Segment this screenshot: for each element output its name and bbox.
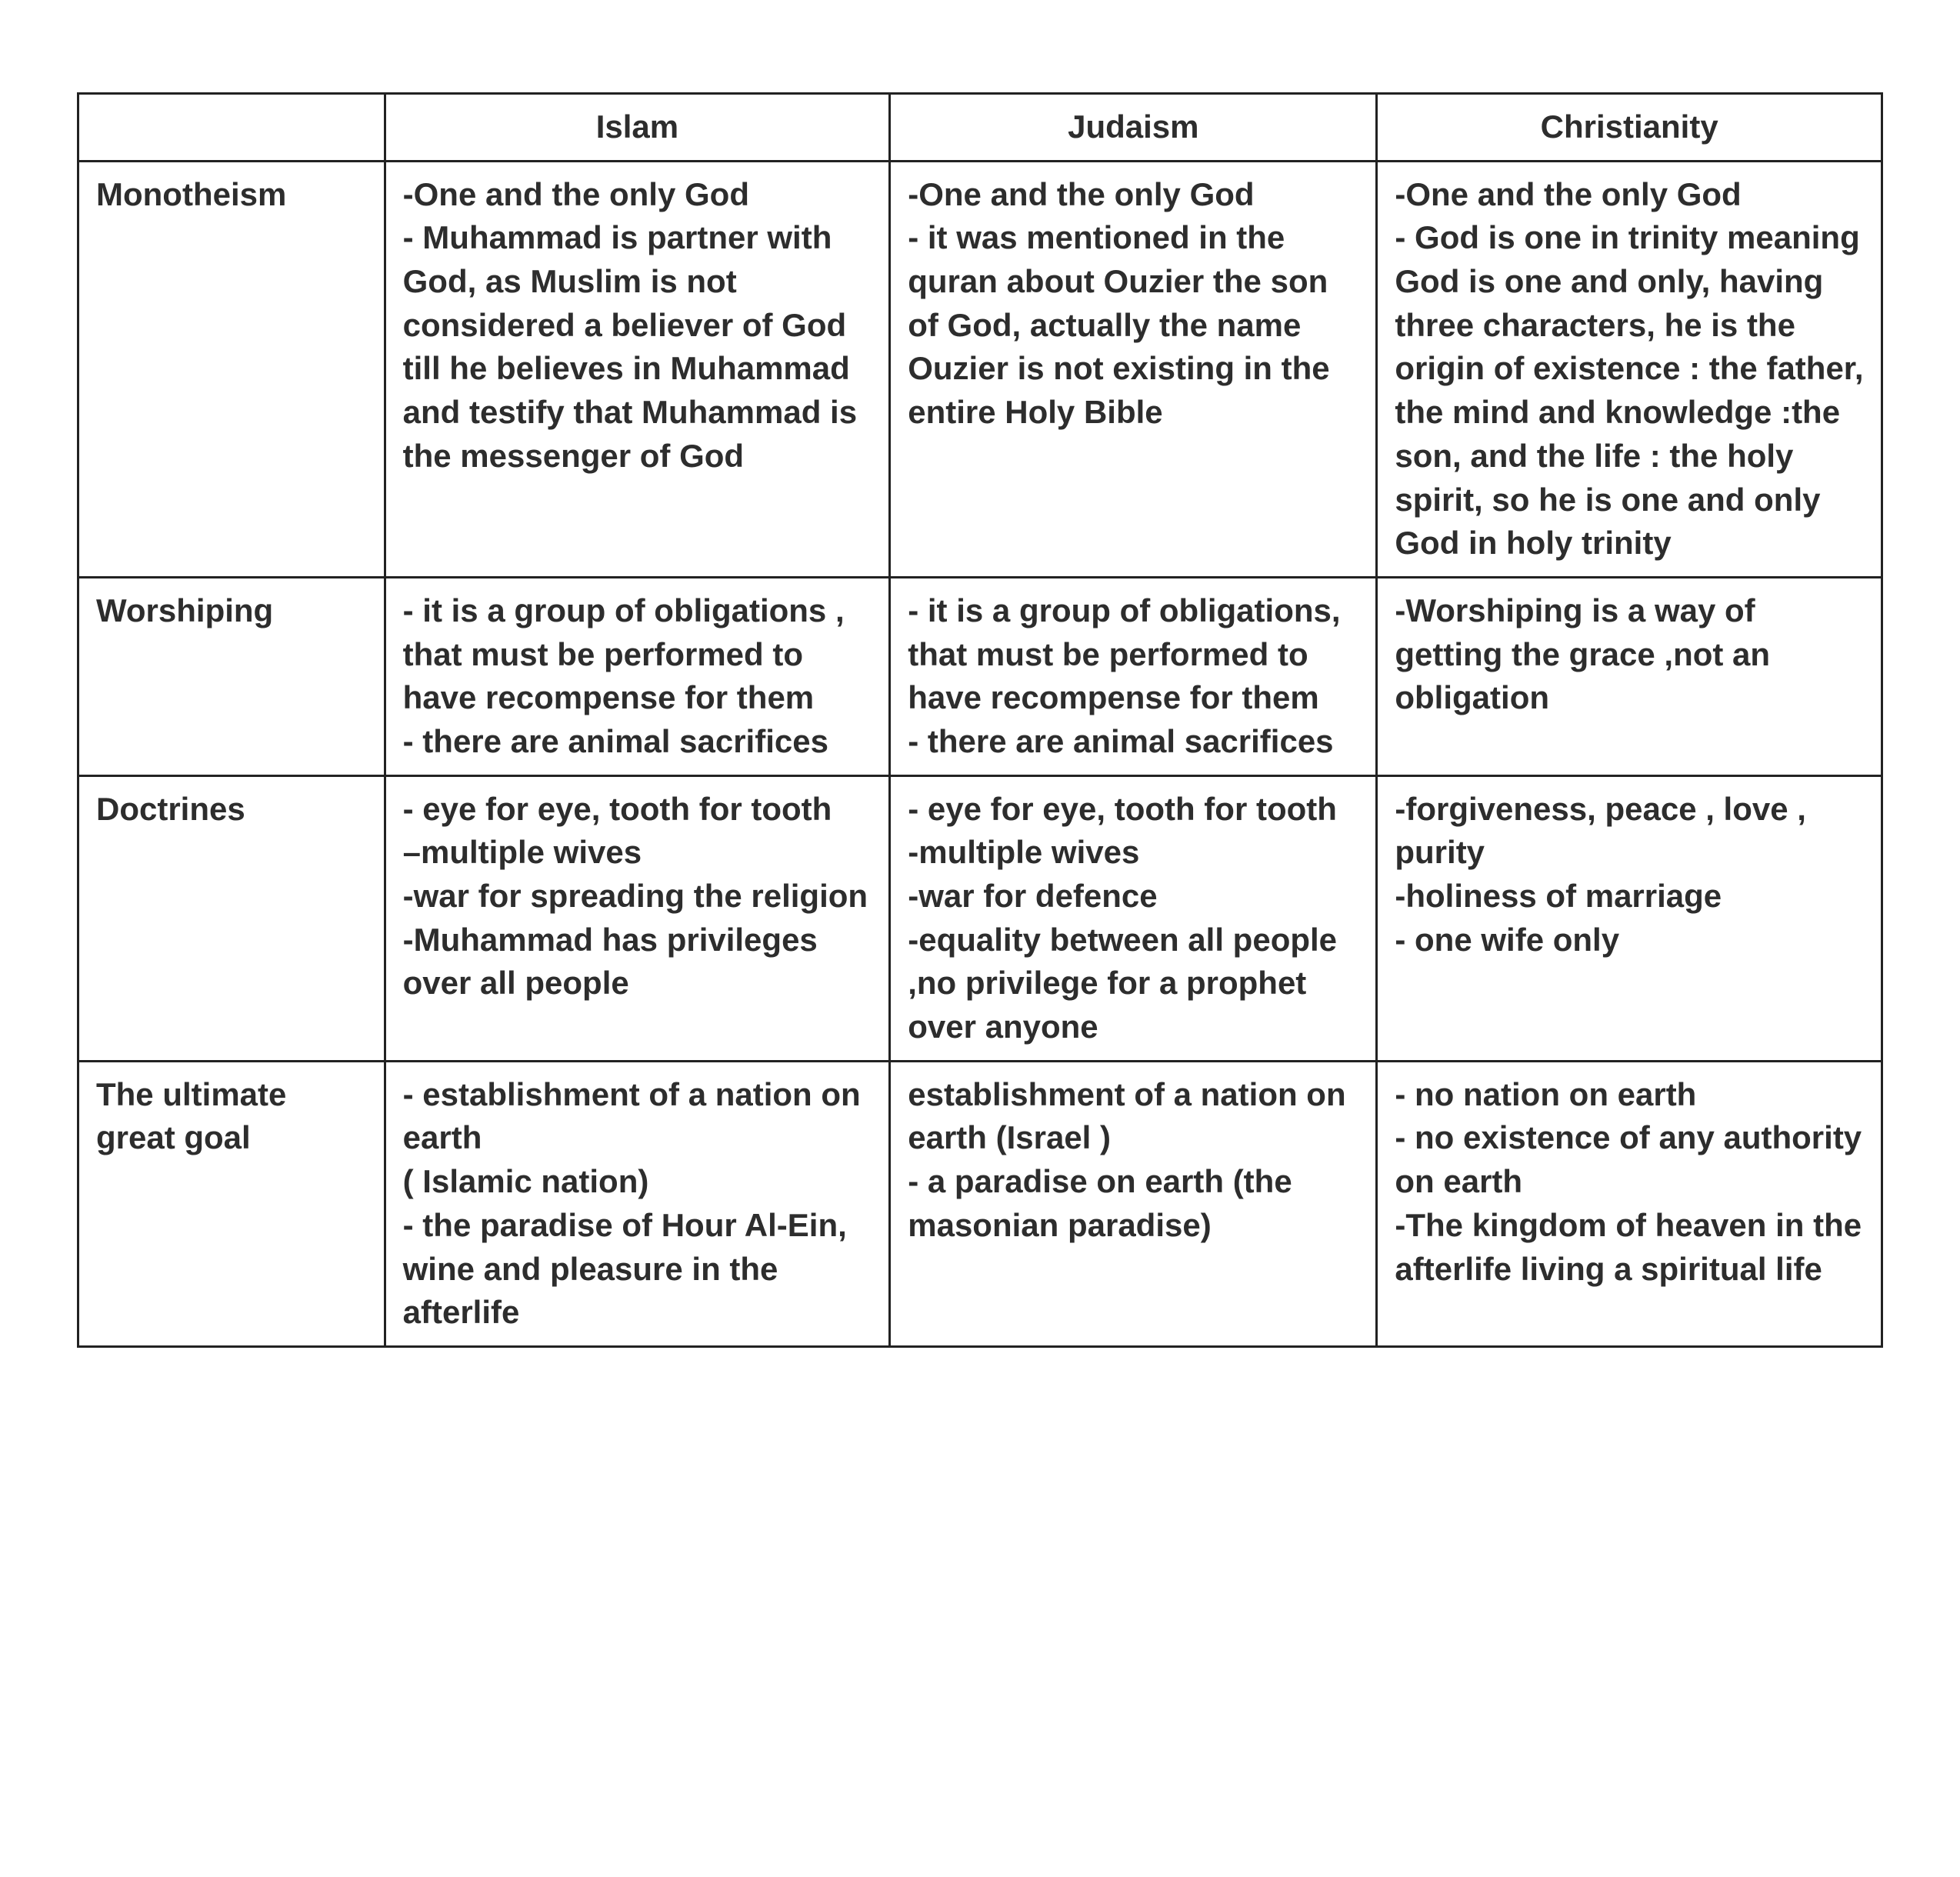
table-header-row: Islam Judaism Christianity — [78, 94, 1882, 162]
cell-goal-judaism: establishment of a nation on earth (Isra… — [890, 1061, 1377, 1346]
cell-goal-christianity: - no nation on earth - no existence of a… — [1377, 1061, 1882, 1346]
row-label-doctrines: Doctrines — [78, 775, 385, 1061]
col-header-islam: Islam — [385, 94, 890, 162]
cell-worshiping-islam: - it is a group of obligations , that mu… — [385, 577, 890, 775]
col-header-christianity: Christianity — [1377, 94, 1882, 162]
cell-doctrines-christianity: -forgiveness, peace , love , purity -hol… — [1377, 775, 1882, 1061]
table-row: The ultimate great goal - establishment … — [78, 1061, 1882, 1346]
row-label-goal: The ultimate great goal — [78, 1061, 385, 1346]
row-label-monotheism: Monotheism — [78, 161, 385, 577]
cell-worshiping-christianity: -Worshiping is a way of getting the grac… — [1377, 577, 1882, 775]
table-row: Doctrines - eye for eye, tooth for tooth… — [78, 775, 1882, 1061]
row-label-worshiping: Worshiping — [78, 577, 385, 775]
col-header-blank — [78, 94, 385, 162]
religion-comparison-table: Islam Judaism Christianity Monotheism -O… — [77, 92, 1883, 1348]
table-row: Worshiping - it is a group of obligation… — [78, 577, 1882, 775]
cell-doctrines-islam: - eye for eye, tooth for tooth –multiple… — [385, 775, 890, 1061]
cell-worshiping-judaism: - it is a group of obligations, that mus… — [890, 577, 1377, 775]
cell-monotheism-islam: -One and the only God - Muhammad is part… — [385, 161, 890, 577]
cell-doctrines-judaism: - eye for eye, tooth for tooth -multiple… — [890, 775, 1377, 1061]
cell-monotheism-judaism: -One and the only God - it was mentioned… — [890, 161, 1377, 577]
cell-monotheism-christianity: -One and the only God - God is one in tr… — [1377, 161, 1882, 577]
col-header-judaism: Judaism — [890, 94, 1377, 162]
cell-goal-islam: - establishment of a nation on earth ( I… — [385, 1061, 890, 1346]
table-row: Monotheism -One and the only God - Muham… — [78, 161, 1882, 577]
